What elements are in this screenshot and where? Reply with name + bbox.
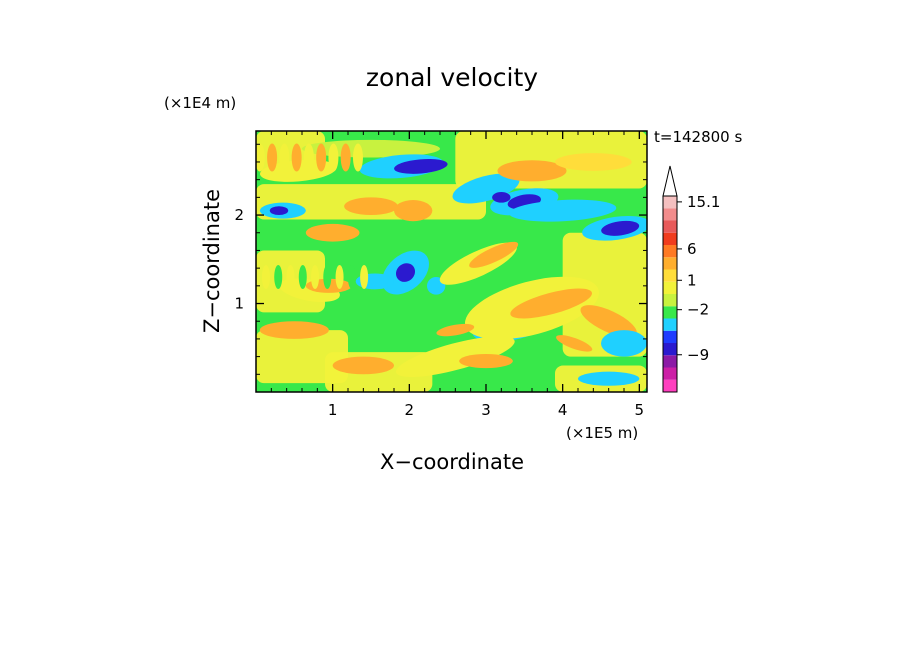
field-blob <box>395 336 515 378</box>
field-stripe <box>360 264 369 289</box>
field-stripe <box>261 264 270 289</box>
field-blob <box>556 335 593 352</box>
colorbar-segment <box>663 294 677 307</box>
x-tick-label: 4 <box>558 401 568 419</box>
x-unit-label: (×1E5 m) <box>566 424 638 442</box>
field-stripe <box>311 264 320 289</box>
colorbar-segment <box>663 330 677 343</box>
plot-area <box>255 130 648 393</box>
field-blob <box>332 356 395 375</box>
colorbar: 15.1 6 1 −2 −9 <box>662 165 720 393</box>
field-blob <box>580 305 637 338</box>
x-tick-label: 5 <box>635 401 645 419</box>
field-blob <box>497 160 567 182</box>
contour-field <box>256 131 647 392</box>
field-blob <box>601 220 640 236</box>
field-stripe <box>274 264 283 289</box>
colorbar-segment <box>663 306 677 319</box>
field-stripe <box>352 143 363 172</box>
colorbar-segment <box>663 379 677 392</box>
colorbar-segment <box>663 245 677 258</box>
colorbar-segment <box>663 232 677 245</box>
field-blob <box>394 200 433 222</box>
colorbar-label: 1 <box>687 271 697 289</box>
axes: 1 2 3 4 5 1 2 <box>234 131 647 419</box>
y-tick-label: 1 <box>234 295 244 313</box>
x-axis-label: X−coordinate <box>380 450 524 474</box>
field-stripe <box>323 264 332 289</box>
field-stripe <box>347 264 356 289</box>
colorbar-segment <box>663 367 677 380</box>
field-blob <box>578 371 640 386</box>
field-stripe <box>256 143 265 172</box>
colorbar-label: 6 <box>687 240 697 258</box>
field-stripe <box>291 143 302 172</box>
colorbar-segment <box>663 355 677 368</box>
field-blob <box>469 241 519 268</box>
field-stripe <box>286 264 295 289</box>
field-blob <box>436 323 475 337</box>
field-stripe <box>328 143 339 172</box>
field-blob <box>510 288 592 319</box>
field-stripe <box>267 143 278 172</box>
colorbar-segment <box>663 269 677 282</box>
y-unit-label: (×1E4 m) <box>164 94 236 112</box>
time-label: t=142800 s <box>654 128 742 146</box>
field-blob <box>394 158 448 174</box>
colorbar-segment <box>663 220 677 233</box>
y-tick-label: 2 <box>234 206 244 224</box>
field-blob <box>509 199 617 222</box>
field-blob <box>452 173 520 204</box>
field-blob <box>269 206 289 216</box>
colorbar-label: −9 <box>687 346 709 364</box>
field-blob <box>601 330 647 357</box>
field-blob <box>459 353 513 369</box>
x-tick-label: 2 <box>405 401 415 419</box>
colorbar-label: 15.1 <box>687 193 720 211</box>
chart-title: zonal velocity <box>366 63 538 92</box>
field-blob <box>492 192 511 203</box>
field-stripe <box>335 264 344 289</box>
colorbar-segment <box>663 343 677 356</box>
field-stripe <box>303 143 314 172</box>
colorbar-segment <box>663 196 677 209</box>
colorbar-segment <box>663 257 677 270</box>
field-stripe <box>340 143 351 172</box>
field-blob <box>395 263 416 282</box>
y-axis-label: Z−coordinate <box>200 189 224 333</box>
colorbar-segment <box>663 318 677 331</box>
field-blob <box>344 197 398 216</box>
plot-frame <box>255 130 648 393</box>
field-stripe <box>316 143 327 172</box>
field-blob <box>305 223 360 242</box>
x-tick-label: 3 <box>481 401 491 419</box>
x-tick-label: 1 <box>328 401 338 419</box>
field-stripe <box>298 264 307 289</box>
field-blob <box>259 321 329 339</box>
colorbar-label: −2 <box>687 301 709 319</box>
field-stripe <box>279 143 290 172</box>
colorbar-segment <box>663 281 677 294</box>
colorbar-extend-arrow <box>662 165 678 197</box>
field-blob <box>555 153 632 171</box>
colorbar-segment <box>663 208 677 221</box>
